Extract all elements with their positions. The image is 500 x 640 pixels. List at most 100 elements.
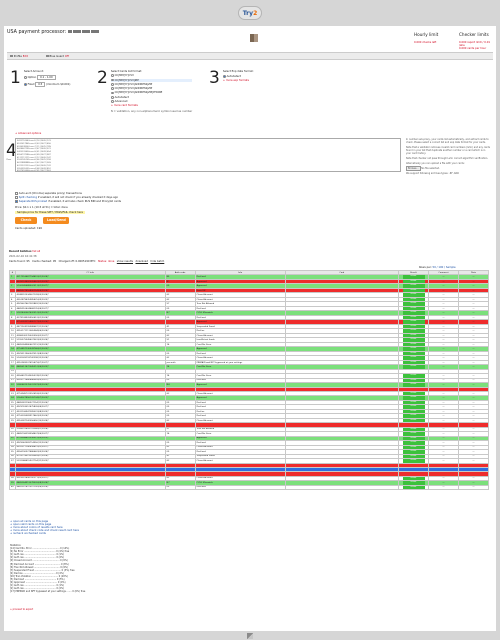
amount-fixed-input[interactable]: 0.5	[35, 82, 46, 87]
result-badge: result	[402, 347, 425, 351]
check-code-help-link[interactable]: + more about check code and check result…	[10, 529, 79, 533]
table-row[interactable]: 17 4910983207615479|07|2027|* pre-auth PREP…	[9, 359, 489, 366]
card-format-radio[interactable]	[110, 91, 114, 95]
date	[458, 386, 489, 392]
charged-amount: Charged off: 0.0005190 BTC	[58, 260, 96, 263]
split-checking-checkbox[interactable]	[15, 196, 18, 199]
result-badge: result	[402, 481, 425, 485]
card-format-option[interactable]: CC|MM|YY|CVV|ADDRESS|ZIP	[110, 82, 192, 86]
card-format-option[interactable]: CC|MM|YY|CVV|ADDRESS|ZIP	[110, 87, 192, 91]
cards-textarea[interactable]: 5412752043xxxx5|10|2026|123 4532017865xx…	[15, 138, 401, 172]
amount-fixed-radio[interactable]	[23, 83, 27, 86]
hide-batch-link[interactable]: hide batch	[150, 260, 165, 263]
card-format-option[interactable]: CC|MM|YY|CVV|ZIP	[110, 78, 193, 82]
result: result	[398, 395, 429, 401]
result: result	[398, 283, 429, 289]
advanced-options-link[interactable]: + Advanced options	[15, 132, 42, 135]
date	[458, 422, 489, 428]
toolbar: Profile Edit Blue Guard Off	[7, 52, 493, 60]
table-row[interactable]: 20 4556497124005574|01|2026|* 14 Card No. E…	[9, 373, 489, 379]
card-format-label: CC|MM|YY|CVV|ADDRESS|ZIP|PHONE	[114, 91, 163, 95]
card-format-option[interactable]: Advanced	[110, 100, 192, 103]
result-badge: result	[402, 414, 425, 418]
card-format-radio[interactable]	[110, 82, 114, 86]
table-row[interactable]: 40 4482307812057190|06|2026|* 05 Declined re…	[9, 484, 489, 491]
processor-icon[interactable]	[250, 34, 258, 42]
result: result	[398, 287, 429, 294]
step-number: 1	[10, 68, 21, 88]
result: result	[398, 274, 429, 280]
more-card-formats-link[interactable]: + more card formats	[110, 104, 138, 108]
recheck-link[interactable]: + recheck unchecked cards	[10, 532, 46, 536]
table-row[interactable]: 30 5168231409753286|01|2028|* 57 Tran Not A…	[9, 426, 489, 433]
colors-help-link[interactable]: + more about colors of results card here	[10, 526, 63, 530]
browse-button[interactable]: Browse...	[406, 166, 421, 171]
table-row[interactable]	[9, 422, 489, 428]
result-badge: result	[402, 428, 425, 431]
result: result	[398, 337, 429, 343]
export-link[interactable]: + proceed to export	[10, 608, 34, 611]
card-format-radio[interactable]	[110, 95, 114, 99]
date: ---	[458, 484, 489, 491]
download-link[interactable]: download	[135, 260, 149, 263]
more-exp-formats-link[interactable]: + more exp formats	[222, 79, 249, 82]
amount-option-radio[interactable]	[23, 76, 27, 79]
site-logo[interactable]: Try 2	[238, 6, 262, 20]
batch-date: 2021-02-16 16:41:38	[9, 255, 37, 258]
table-row[interactable]	[9, 471, 489, 477]
cards-uploaded-count: Cards uploaded: 196	[15, 227, 42, 230]
profile-checkbox[interactable]	[10, 54, 13, 58]
rows-per-label: Rows per:	[419, 266, 432, 269]
step-title: Select Cards list format:	[110, 70, 143, 73]
date	[458, 471, 489, 477]
column-header[interactable]: Card	[284, 269, 400, 276]
upload-instructions: In number sub-proxy, your cards list aut…	[406, 138, 491, 175]
check-button[interactable]: Check	[15, 217, 37, 224]
blue-guard-checkbox[interactable]	[45, 54, 49, 58]
auto-sort-checkbox[interactable]	[15, 192, 18, 195]
rows-per-options[interactable]: 50 / 100 / Sample	[432, 266, 456, 269]
result: result	[398, 449, 429, 455]
blue-guard-toggle[interactable]: Blue Guard Off	[45, 54, 69, 58]
show-results-link[interactable]: show results	[116, 260, 134, 263]
amount-option-label: Option	[27, 76, 37, 79]
separate-rus-checkbox[interactable]	[15, 200, 18, 203]
card-format-option[interactable]: CC|MM|YY|CVV	[110, 74, 192, 78]
file-status: No file selected.	[421, 167, 440, 170]
step-amount: 1 Select Amount: Option 0.1 - 1.00 Fixed…	[10, 70, 90, 87]
batch-status: Status: done	[97, 260, 115, 263]
result-badge: result	[402, 365, 425, 369]
clear-link[interactable]: Clear	[6, 159, 12, 161]
result: result	[398, 292, 429, 298]
amount-range-select[interactable]: 0.1 - 1.00	[37, 75, 56, 80]
result: result	[398, 444, 429, 451]
profile-toggle[interactable]: Profile Edit	[10, 55, 28, 58]
result: result	[398, 440, 429, 446]
table-row[interactable]: 25 4485381196327154|11|2026|* 05 Declined re…	[9, 399, 489, 406]
exp-autodetect-radio[interactable]	[222, 75, 226, 78]
results-header: Recent batches fail all 2021-02-16 16:41…	[9, 250, 164, 263]
result-badge: result	[402, 289, 425, 292]
result-badge: result	[402, 441, 425, 445]
card-format-radio[interactable]	[110, 78, 114, 82]
result-badge: result	[402, 298, 425, 301]
table-row[interactable]: 22 5280481376031187|09|2026|* N4 Approved re…	[9, 382, 489, 388]
table-row[interactable]	[9, 386, 489, 392]
table-row[interactable]: 19	[9, 368, 489, 375]
results-info[interactable]: fail all	[32, 250, 41, 253]
checker-limit-cards: 0.000 cards per hour	[459, 47, 487, 50]
open-all-cards-link[interactable]: + open all cards on this page	[10, 520, 49, 523]
site-header: Try 2	[0, 0, 500, 26]
card-format-radio[interactable]	[110, 100, 114, 103]
result-badge: result	[402, 329, 425, 333]
load-send-button[interactable]: Load/Send	[43, 217, 69, 224]
card-format-radio[interactable]	[110, 87, 114, 91]
result: result	[398, 377, 429, 384]
card-format-option[interactable]: CC|MM|YY|CVV|ADDRESS|ZIP|PHONE	[110, 91, 192, 95]
card-format-radio[interactable]	[110, 74, 114, 78]
column-header[interactable]: Date	[458, 269, 489, 276]
footer-icon[interactable]	[247, 632, 253, 639]
open-valid-cards-link[interactable]: + open valid cards on this page	[10, 523, 52, 527]
statistics-block: Statistics: [14] Card No. Error ........…	[10, 544, 86, 594]
card-format-option[interactable]: Autodetect	[110, 95, 192, 99]
